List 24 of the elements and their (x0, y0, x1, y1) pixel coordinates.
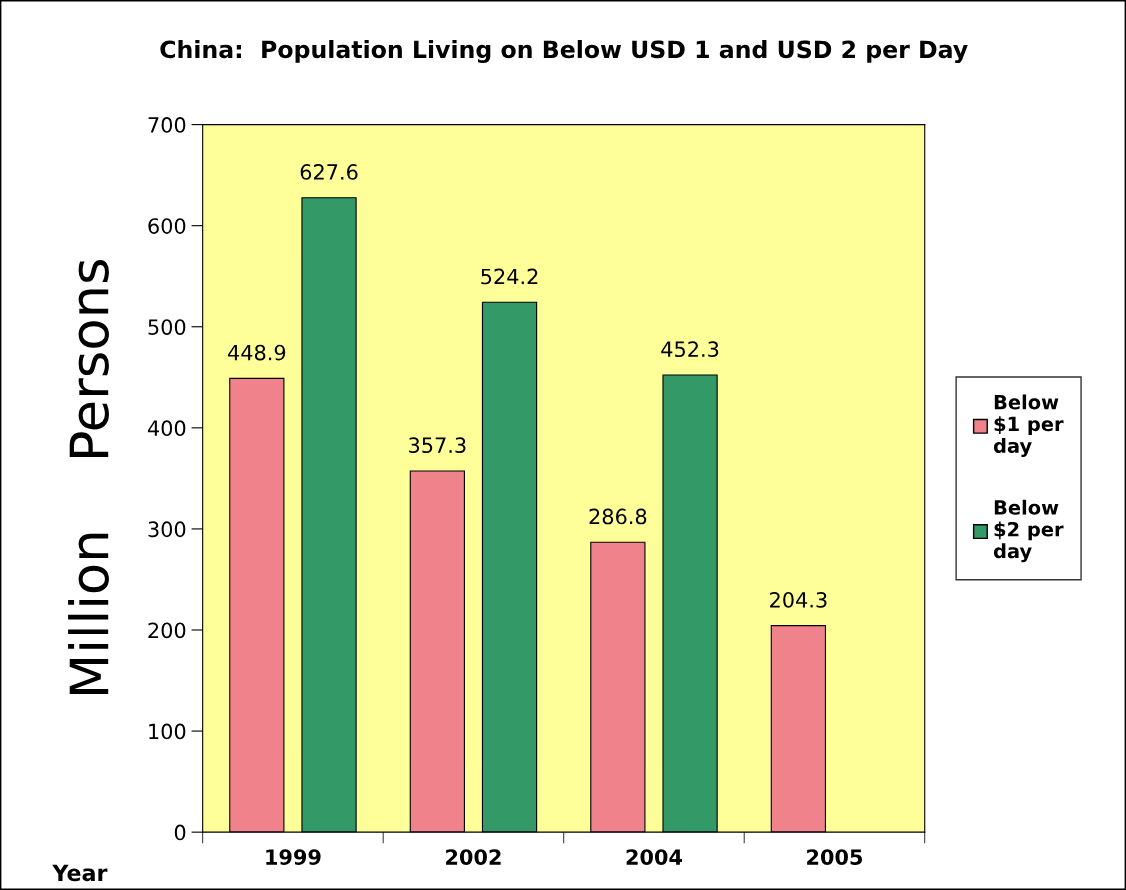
data-label: 357.3 (409, 437, 466, 454)
data-label: 204.3 (770, 591, 827, 608)
legend-label: Below $2 per day (993, 499, 1064, 563)
x-tick-label: 1999 (266, 849, 321, 865)
data-label: 627.6 (300, 164, 358, 180)
data-label: 448.9 (228, 344, 286, 361)
x-tick-label: 2004 (626, 849, 682, 865)
x-tick-label: 2002 (446, 849, 501, 865)
y-tick-label: 600 (148, 218, 186, 234)
y-tick-label: 700 (148, 117, 186, 133)
legend-label: Below $1 per day (993, 394, 1064, 457)
y-tick-label: 300 (148, 521, 186, 538)
y-tick-label: 200 (148, 622, 186, 639)
y-tick-label: 500 (148, 319, 186, 335)
x-tick-label: 2005 (807, 849, 863, 865)
data-label: 452.3 (661, 341, 719, 358)
y-tick-label: 100 (149, 723, 186, 740)
data-label: 524.2 (481, 268, 538, 285)
y-tick-label: 400 (147, 420, 186, 437)
y-axis-title: Million Persons (68, 260, 109, 695)
x-axis-title: Year (52, 864, 108, 882)
y-tick-label: 0 (174, 824, 186, 841)
data-label: 286.8 (589, 508, 647, 525)
chart-title: China: Population Living on Below USD 1 and USD 2 per Day (160, 39, 968, 64)
